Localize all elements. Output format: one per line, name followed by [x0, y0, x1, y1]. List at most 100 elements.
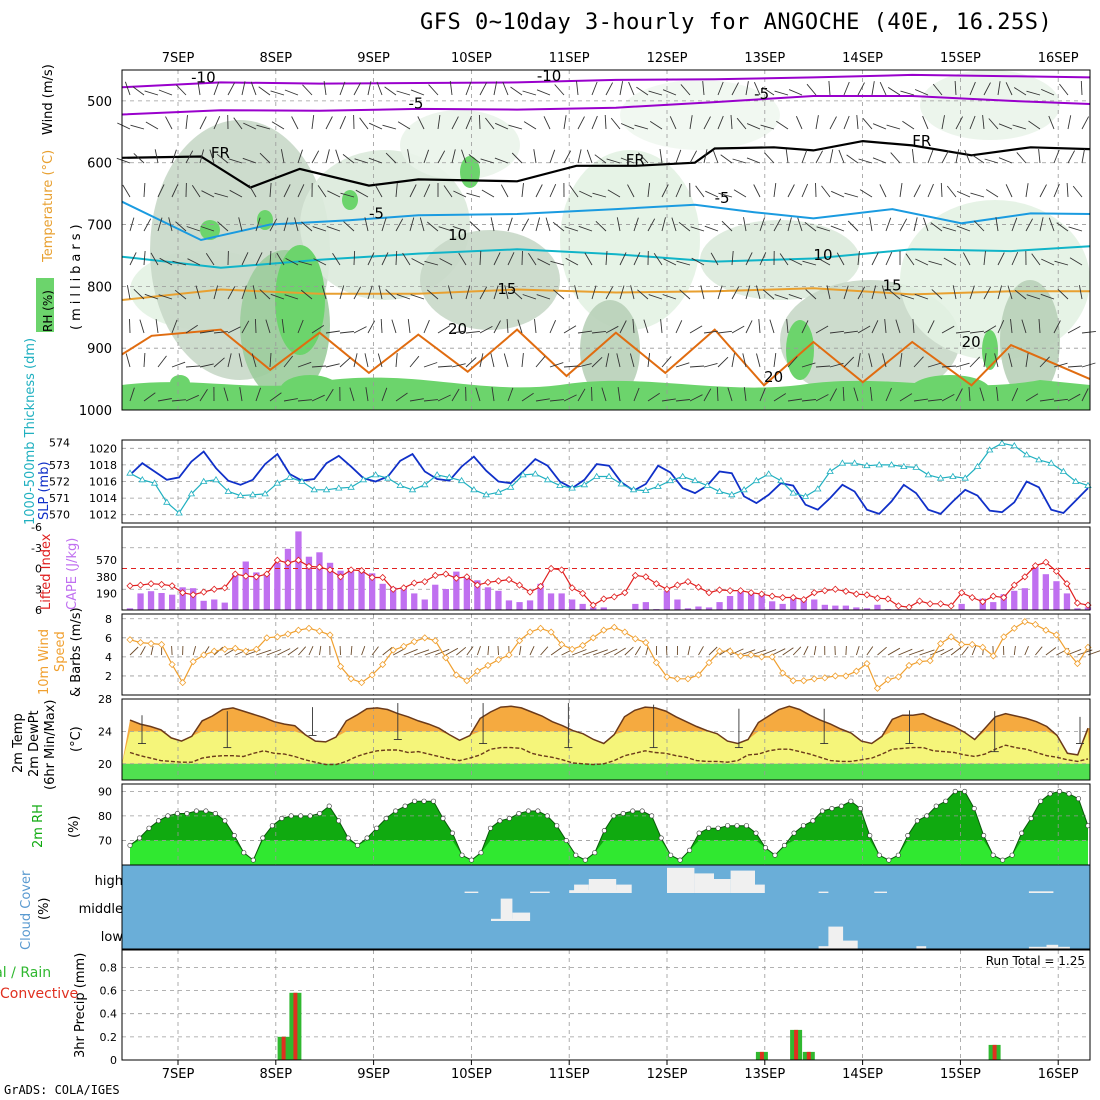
wind-barb	[595, 220, 607, 232]
wind-barb	[145, 121, 159, 130]
wind-barb	[175, 84, 187, 96]
cape-bar	[590, 607, 597, 610]
wind-barb	[359, 117, 369, 130]
lifted-tick-label: 6	[35, 604, 42, 617]
wind-barb	[774, 294, 789, 300]
slp-frame	[121, 439, 1091, 524]
wind-barb	[297, 399, 312, 402]
thickness-point	[863, 461, 871, 469]
wind-barb	[1011, 388, 1019, 402]
wind-barb	[836, 252, 845, 266]
wind-barb	[900, 90, 915, 96]
wind-speed-point	[147, 639, 155, 648]
wind-speed-point	[1042, 626, 1050, 634]
cape-bar	[463, 576, 470, 610]
wind-barb	[831, 190, 845, 198]
wind-barb	[678, 221, 691, 232]
cape-bar	[1074, 608, 1081, 610]
wind-barb	[1005, 184, 1013, 198]
thickness-axis-label: 1000-500mb Thickness (dm)	[23, 338, 38, 525]
cloud-block	[530, 891, 550, 893]
wind-barb	[1048, 115, 1055, 130]
cape-bar	[305, 556, 313, 610]
cape-bar	[684, 608, 692, 610]
wind-speed-point	[1010, 624, 1018, 632]
rh-point	[412, 798, 418, 804]
wind-barb	[776, 120, 789, 130]
wind-barb	[185, 150, 194, 164]
precip-convective-bar	[759, 1051, 764, 1060]
rh-point	[506, 815, 512, 821]
wind-barb	[759, 217, 765, 232]
wind-barb	[702, 81, 705, 96]
wind-barb	[209, 149, 215, 164]
wind-barb	[885, 252, 893, 266]
thickness-point	[678, 472, 687, 479]
cape-bar	[253, 572, 260, 610]
wind-barb	[229, 189, 243, 198]
wind-barb	[1068, 226, 1083, 232]
rh-point	[193, 808, 199, 814]
lifted-index-point	[842, 587, 850, 595]
thickness-point	[875, 461, 883, 468]
rh-point	[857, 805, 863, 811]
wind-axis-label-b: Speed	[53, 631, 68, 672]
wind-barb	[773, 218, 782, 232]
wind-barb	[311, 394, 325, 402]
wind-barb	[241, 81, 246, 96]
wind-barb	[871, 285, 877, 300]
wind-speed-point	[463, 677, 471, 685]
wind-barb	[143, 218, 152, 232]
wind-barb	[619, 285, 625, 300]
wind-barb	[1008, 353, 1013, 368]
wind-barb	[662, 294, 677, 300]
wind-barb-10m	[403, 648, 418, 656]
wind-barb	[325, 330, 340, 334]
wind-barb	[787, 356, 798, 368]
wind-speed-point	[768, 653, 776, 661]
cape-bar	[505, 600, 513, 610]
wind-barb	[731, 286, 740, 300]
wind-speed-point	[873, 684, 882, 692]
wind-barb	[563, 394, 577, 402]
wind-barb	[745, 252, 753, 266]
wind-speed-point	[979, 643, 987, 651]
cape-bar	[537, 583, 544, 610]
wind-barb	[591, 330, 606, 334]
wind-barb	[423, 319, 430, 334]
wind-barb	[648, 90, 663, 96]
wind-barb	[144, 90, 159, 96]
rh-point	[687, 847, 693, 853]
lifted-index-point	[610, 593, 618, 601]
wind-barb	[552, 221, 565, 232]
wind-barb	[254, 318, 257, 334]
wind-barb	[252, 285, 257, 300]
wind-speed-point	[473, 667, 481, 675]
wind-barb	[339, 331, 354, 334]
wind-barb	[1067, 150, 1075, 164]
wind-speed-point	[410, 638, 418, 646]
slp-tick-label: 1016	[89, 476, 117, 489]
wind-barb	[311, 150, 320, 164]
wind-barb	[168, 217, 173, 232]
cloud-block	[874, 891, 887, 893]
wind-barb	[423, 149, 430, 164]
wind-speed-point	[831, 672, 839, 680]
wind-barb	[913, 217, 918, 232]
precip-tick-label: 0.6	[100, 985, 118, 998]
rh-point	[203, 808, 209, 814]
wind-barb	[616, 353, 621, 368]
cape-bar	[842, 605, 849, 610]
thickness-point	[985, 446, 994, 453]
cape-bar	[326, 562, 334, 610]
wind-barb	[569, 185, 579, 198]
wind-barb	[979, 387, 985, 402]
wind-barb	[479, 286, 488, 300]
cape-bar	[674, 599, 681, 610]
slp-tick-label: 1018	[89, 459, 117, 472]
wind-barb	[736, 117, 747, 130]
wind-barb	[779, 253, 789, 266]
wind-barb	[1053, 183, 1060, 198]
wind-barb	[829, 330, 844, 334]
thickness-point	[691, 476, 699, 484]
